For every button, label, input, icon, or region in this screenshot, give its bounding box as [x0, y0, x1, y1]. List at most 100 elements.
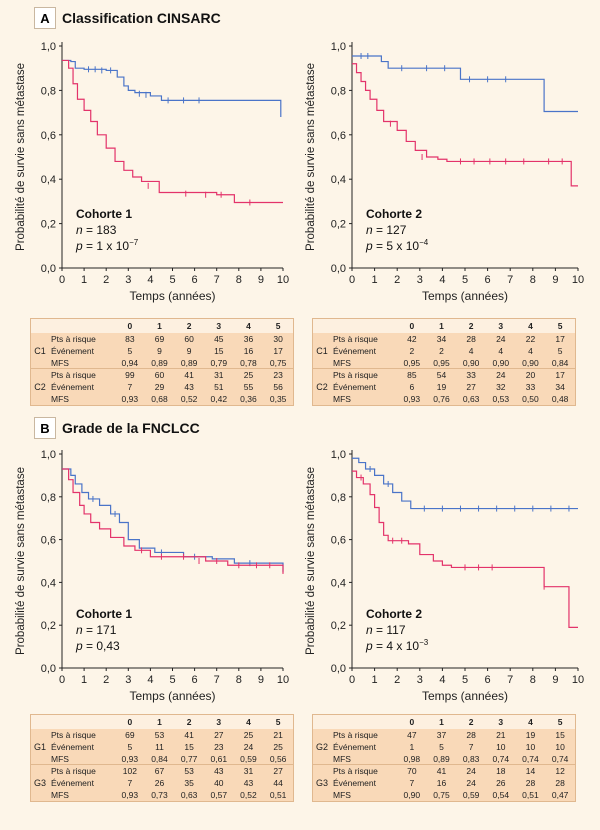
table-cell: 25: [243, 729, 254, 740]
table-cell: 42: [407, 333, 417, 344]
group-label: [313, 729, 331, 741]
x-tick-label: 9: [552, 274, 558, 286]
table-row: Pts à risque 69 53 41 27 25 21: [31, 729, 293, 741]
x-axis-label: Temps (années): [129, 689, 215, 703]
table-cell: 4: [498, 345, 504, 356]
table-row: MFS 0,93 0,73 0,63 0,57 0,52 0,51: [31, 789, 293, 801]
table-cell: 0,75: [269, 357, 287, 368]
table-cell: 5: [557, 345, 563, 356]
table-cell: 5: [127, 345, 133, 356]
table-cell: 21: [273, 729, 283, 740]
table-cell: 0,84: [151, 753, 168, 764]
x-tick-label: 1: [372, 674, 378, 686]
table-cell: 0,53: [492, 394, 510, 405]
x-axis-label: Temps (années): [422, 289, 508, 303]
table-header-cell: 2: [456, 319, 486, 333]
table-cell: 27: [214, 729, 224, 740]
table-cell: 43: [243, 778, 254, 789]
table-cell: 67: [144, 764, 175, 778]
y-tick-label: 0,2: [41, 620, 56, 632]
km-chart-a-cohort-2: 0,0 0,2 0,4 0,6 0,8 1,0 0 1 2 3 4 5 6 7 8 9 10 Temps (ann…: [305, 41, 584, 303]
table-cell: 11: [155, 741, 164, 752]
row-label: Événement: [51, 345, 94, 356]
table-cell: 24: [496, 333, 506, 344]
table-header-cell: 0: [115, 319, 145, 333]
table-cell: 33: [525, 382, 536, 393]
table-cell: 0,89: [433, 753, 450, 764]
series-line-g1: [352, 457, 578, 510]
x-tick-label: 3: [125, 274, 131, 286]
group-label: [31, 333, 49, 345]
row-label: MFS: [333, 790, 351, 801]
x-tick-label: 5: [169, 274, 175, 286]
table-cell: 22: [525, 333, 536, 344]
table-cell: 55: [243, 382, 254, 393]
y-tick-label: 0,0: [41, 663, 56, 675]
table-cell: 25: [233, 368, 264, 382]
table-header-cell: 4: [233, 715, 264, 729]
row-label: Pts à risque: [49, 368, 115, 382]
table-cell: 31: [203, 368, 234, 382]
table-cell: 30: [273, 333, 283, 344]
table-row: Pts à risque 99 60 41 31 25 23: [31, 368, 293, 382]
row-label: Pts à risque: [333, 729, 378, 740]
x-tick-label: 0: [59, 674, 65, 686]
row-label: Événement: [51, 778, 94, 789]
table-cell: 83: [125, 333, 135, 344]
table-cell: 99: [115, 368, 145, 382]
y-tick-label: 0,2: [331, 219, 346, 231]
table-cell: 0,52: [180, 394, 198, 405]
table-cell: 9: [186, 345, 192, 356]
table-row: MFS 0,94 0,89 0,89 0,79 0,78 0,75: [31, 357, 293, 369]
section-title: Classification CINSARC: [62, 10, 221, 26]
table-cell: 0,84: [551, 357, 569, 368]
x-tick-label: 2: [103, 274, 109, 286]
x-tick-label: 9: [552, 674, 558, 686]
x-tick-label: 4: [439, 274, 445, 286]
row-label: Pts à risque: [333, 333, 378, 344]
n-label: n = 117: [366, 623, 406, 637]
table-cell: 5: [439, 741, 444, 752]
table-header-cell: 1: [426, 715, 457, 729]
table-cell: 0,51: [522, 790, 539, 801]
y-axis-label: Probabilité de survie sans métastase: [305, 467, 317, 655]
table-cell: 25: [273, 741, 283, 752]
group-label: [31, 393, 49, 405]
x-tick-label: 8: [236, 674, 242, 686]
cohort-label: Cohorte 2: [366, 207, 422, 221]
group-label: [313, 333, 331, 345]
n-label: n = 183: [76, 223, 117, 237]
x-tick-label: 0: [349, 674, 355, 686]
table-cell: 41: [426, 764, 457, 778]
x-tick-label: 6: [485, 274, 491, 286]
table-row: Pts à risque 70 41 24 18 14 12: [313, 764, 575, 778]
x-tick-label: 6: [485, 674, 491, 686]
row-label: Pts à risque: [331, 764, 397, 778]
table-cell: 4: [468, 345, 474, 356]
table-header-cell: 3: [485, 715, 516, 729]
table-cell: 0,36: [240, 394, 257, 405]
group-label: G3: [33, 778, 46, 789]
table-cell: 0,57: [210, 790, 228, 801]
table-cell: 0,89: [151, 357, 168, 368]
table-cell: 40: [214, 778, 224, 789]
row-label: MFS: [333, 357, 351, 368]
table-cell: 20: [515, 368, 546, 382]
group-label: [313, 368, 331, 382]
group-label: [313, 393, 331, 405]
table-cell: 24: [456, 764, 486, 778]
table-cell: 27: [263, 764, 293, 778]
section-a-header: A Classification CINSARC: [34, 7, 221, 29]
y-tick-label: 0,6: [331, 535, 346, 547]
table-cell: 2: [439, 345, 444, 356]
group-label: [31, 357, 49, 369]
table-row: C2 Événement 7 29 43 51 55 56: [31, 381, 293, 393]
table-cell: 1: [409, 741, 415, 752]
table-cell: 10: [555, 741, 565, 752]
x-tick-label: 7: [507, 274, 513, 286]
table-cell: 0,61: [210, 753, 228, 764]
table-header-cell: 2: [456, 715, 486, 729]
table-cell: 28: [466, 333, 476, 344]
table-cell: 32: [496, 382, 506, 393]
table-header-cell: 1: [144, 319, 175, 333]
